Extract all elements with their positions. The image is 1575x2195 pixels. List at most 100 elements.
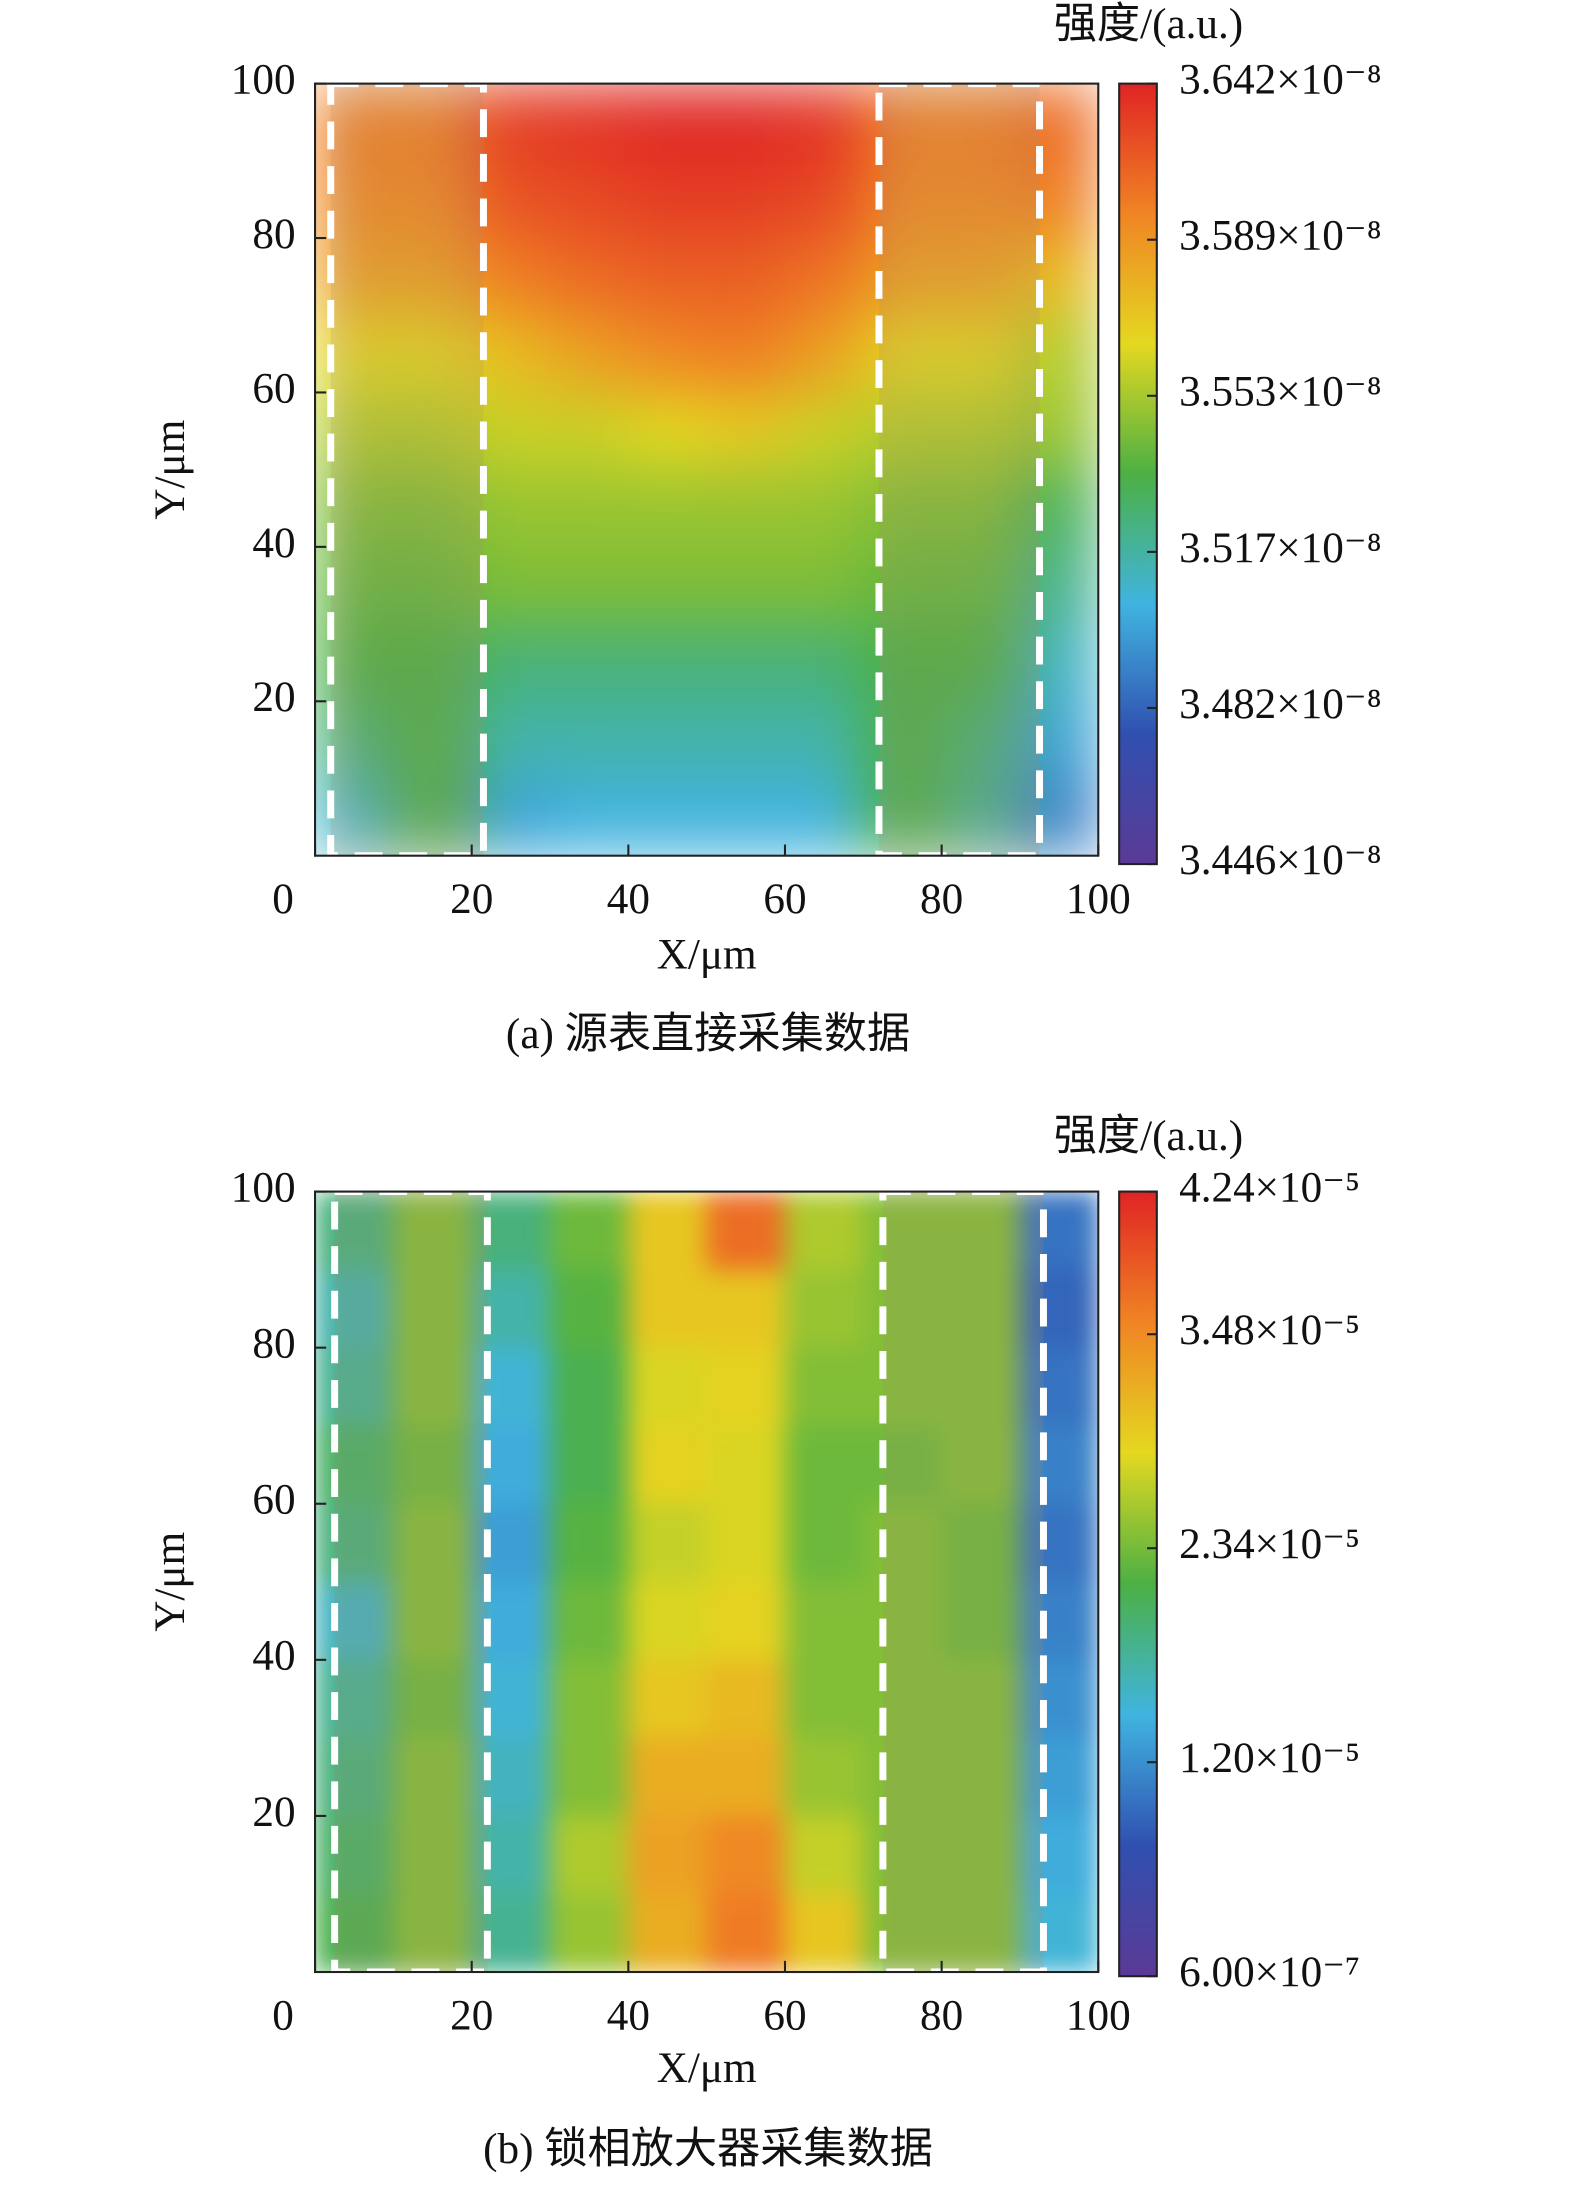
caption: (a) 源表直接采集数据 [506, 1011, 910, 1058]
heat-cell [628, 778, 708, 856]
heat-cell [784, 83, 865, 162]
heat-cell [628, 624, 708, 702]
heat-cell [706, 701, 786, 780]
heat-cell [315, 1425, 395, 1505]
heat-cell [941, 238, 1021, 316]
heat-cell [941, 160, 1021, 239]
heat-cell [550, 392, 630, 471]
heat-cell [706, 1581, 786, 1661]
heat-cell [393, 624, 473, 702]
colorbar-tick-label: 2.34×10⁻⁵ [1179, 1521, 1360, 1568]
plot-frame [314, 1190, 1100, 1974]
heat-cell [1019, 160, 1099, 239]
heat-cell [393, 83, 473, 162]
x-tick-label: 20 [450, 1992, 493, 2039]
y-tick-label: 80 [252, 211, 295, 258]
stripe-border [331, 1188, 491, 1976]
heat-cell [315, 1503, 395, 1583]
heat-cell [784, 1737, 865, 1817]
y-tick-label: 100 [231, 57, 296, 104]
heat-cell [863, 1815, 943, 1895]
heat-cell [393, 1503, 473, 1583]
x-tick-label: 60 [763, 1992, 806, 2039]
caption: (b) 锁相放大器采集数据 [483, 2126, 933, 2173]
heat-cell [706, 1893, 786, 1973]
colorbar-tick-label: 6.00×10⁻⁷ [1179, 1949, 1360, 1996]
heat-cell [393, 1191, 473, 1271]
heat-cell [1019, 1737, 1099, 1817]
x-axis-label: X/μm [657, 2045, 757, 2092]
heat-cell [706, 392, 786, 471]
heat-cell [1019, 1581, 1099, 1661]
heat-cell [941, 778, 1021, 856]
colorbar-title: 强度/(a.u.) [1054, 1, 1244, 48]
heat-cell [550, 1737, 630, 1817]
stripe-tint [330, 83, 484, 856]
colorbar-tick-label: 3.482×10⁻⁸ [1179, 681, 1382, 728]
heat-cell [550, 1893, 630, 1973]
heat-cell [628, 1659, 708, 1739]
heat-cell [941, 624, 1021, 702]
x-tick-label: 0 [272, 1992, 294, 2039]
heat-cell [784, 238, 865, 316]
heat-cell [393, 1269, 473, 1349]
heat-cell [706, 624, 786, 702]
heat-cell [941, 1737, 1021, 1817]
heat-cell [393, 1893, 473, 1973]
colorbar-tick-label: 3.553×10⁻⁸ [1179, 369, 1382, 416]
heat-cell [393, 1347, 473, 1427]
colorbar [1118, 1190, 1158, 1978]
stripe-tint [878, 83, 1040, 856]
heat-cell [393, 392, 473, 471]
heat-cell [784, 1893, 865, 1973]
heat-cell [1019, 546, 1099, 625]
heat-cell [784, 315, 865, 394]
x-tick-label: 100 [1066, 1992, 1131, 2039]
heat-cell [550, 701, 630, 780]
heat-cell [863, 1503, 943, 1583]
heat-cell [550, 83, 630, 162]
heat-cell [550, 1659, 630, 1739]
heat-cell [315, 1737, 395, 1817]
heat-cell [941, 1191, 1021, 1271]
heat-cell [628, 546, 708, 625]
heat-cell [941, 469, 1021, 548]
heat-cell [393, 160, 473, 239]
heatmap-cells [315, 1191, 1099, 1973]
heat-cell [628, 1581, 708, 1661]
heat-cell [628, 160, 708, 239]
y-tick-label: 20 [252, 1789, 295, 1836]
heat-cell [706, 1815, 786, 1895]
x-tick-label: 0 [272, 876, 294, 923]
heat-cell [706, 1659, 786, 1739]
heat-cell [1019, 469, 1099, 548]
heat-cell [550, 1425, 630, 1505]
heat-cell [941, 392, 1021, 471]
heat-cell [393, 701, 473, 780]
heat-cell [863, 1581, 943, 1661]
heat-cell [784, 469, 865, 548]
heat-cell [1019, 392, 1099, 471]
heat-cell [550, 1347, 630, 1427]
heat-cell [706, 1269, 786, 1349]
heat-cell [550, 778, 630, 856]
heat-cell [863, 1659, 943, 1739]
heat-cell [315, 1191, 395, 1271]
heat-cell [863, 1347, 943, 1427]
heat-cell [1019, 1503, 1099, 1583]
heat-cell [706, 238, 786, 316]
heat-cell [784, 546, 865, 625]
x-tick-label: 100 [1066, 876, 1131, 923]
heat-cell [1019, 315, 1099, 394]
colorbar-tick-label: 3.48×10⁻⁵ [1179, 1307, 1360, 1354]
heat-cell [393, 778, 473, 856]
heatmap [315, 83, 1099, 856]
heat-cell [1019, 1815, 1099, 1895]
heat-cell [315, 1347, 395, 1427]
heat-cell [784, 1659, 865, 1739]
heat-cell [863, 1191, 943, 1271]
heat-cell [628, 469, 708, 548]
heat-cell [393, 1659, 473, 1739]
heat-cell [784, 160, 865, 239]
